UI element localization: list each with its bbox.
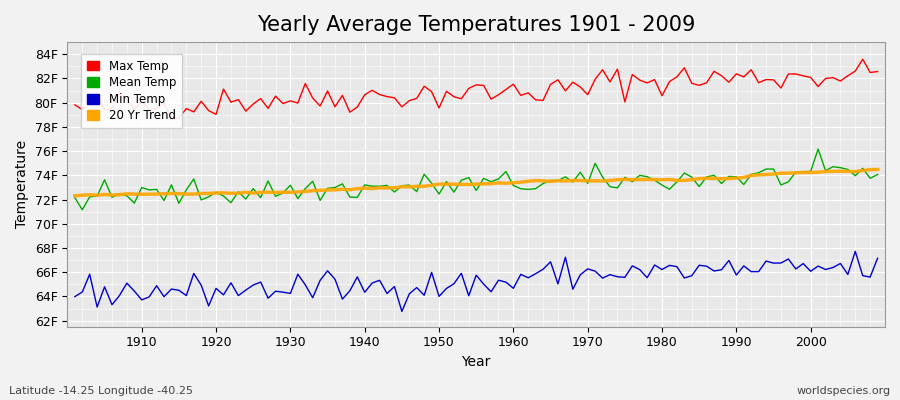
Legend: Max Temp, Mean Temp, Min Temp, 20 Yr Trend: Max Temp, Mean Temp, Min Temp, 20 Yr Tre… — [82, 54, 182, 128]
Y-axis label: Temperature: Temperature — [15, 140, 29, 228]
Text: Latitude -14.25 Longitude -40.25: Latitude -14.25 Longitude -40.25 — [9, 386, 193, 396]
Text: worldspecies.org: worldspecies.org — [796, 386, 891, 396]
Title: Yearly Average Temperatures 1901 - 2009: Yearly Average Temperatures 1901 - 2009 — [257, 15, 696, 35]
X-axis label: Year: Year — [462, 355, 490, 369]
